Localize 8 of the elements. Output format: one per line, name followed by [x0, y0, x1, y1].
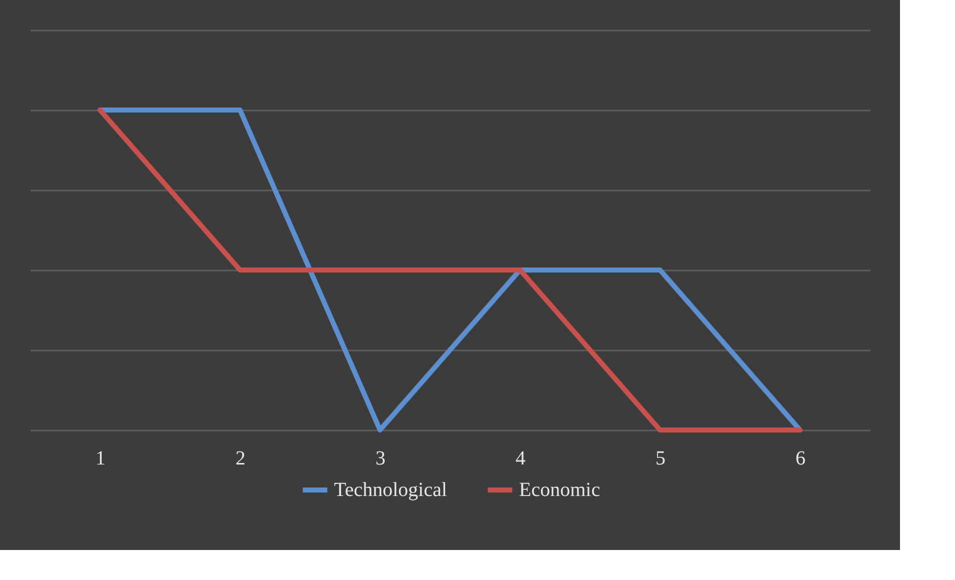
x-tick-label: 5 [656, 448, 666, 470]
legend-label: Technological [334, 479, 448, 501]
x-tick-label: 1 [96, 448, 106, 470]
x-tick-label: 2 [236, 448, 246, 470]
x-tick-label: 6 [796, 448, 806, 470]
x-tick-label: 4 [516, 448, 526, 470]
x-tick-label: 3 [376, 448, 386, 470]
legend-label: Economic [519, 479, 600, 501]
